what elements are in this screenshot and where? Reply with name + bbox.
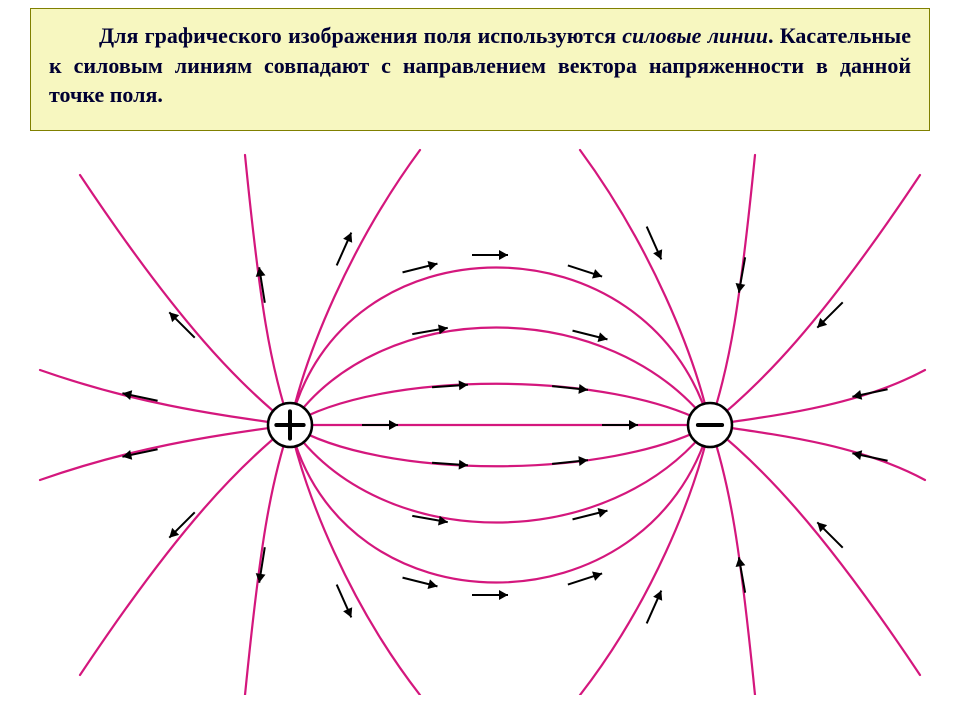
text-pre: Для графического изображения поля исполь… [99,23,622,48]
field-lines-diagram [30,135,930,695]
dipole-field-svg [30,135,930,695]
definition-box: Для графического изображения поля исполь… [30,8,930,131]
field-lines-group [40,150,925,695]
italic-term: силовые линии [622,23,768,48]
definition-paragraph: Для графического изображения поля исполь… [49,21,911,110]
